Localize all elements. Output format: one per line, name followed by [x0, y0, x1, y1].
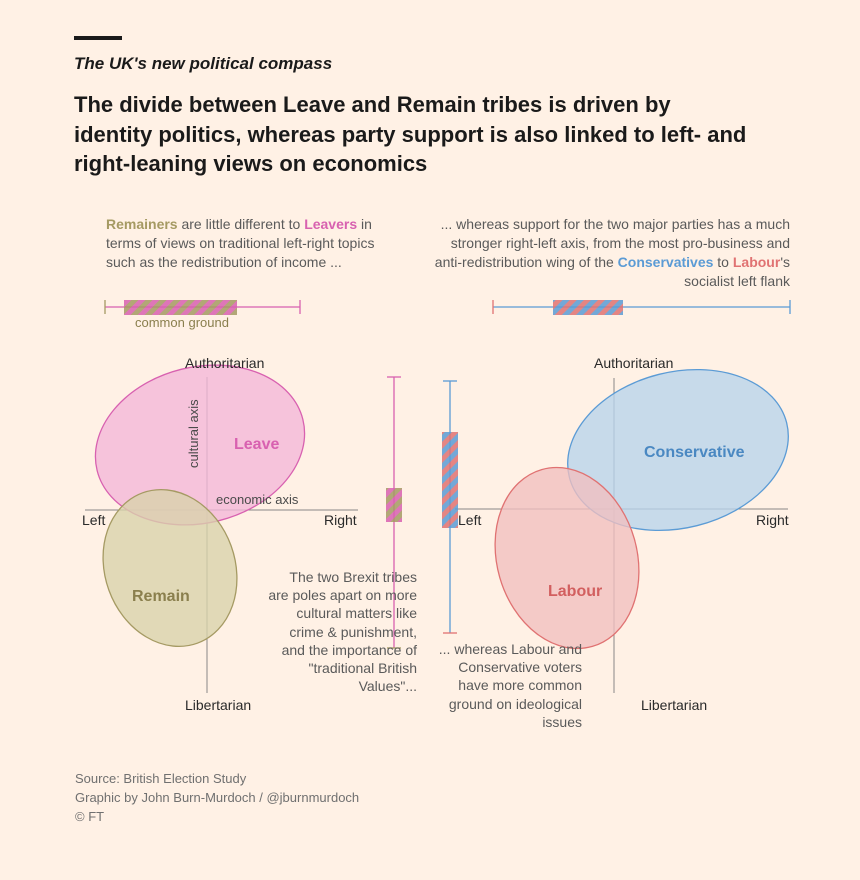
right-v-bracket [442, 381, 458, 633]
right-axis-left: Left [458, 512, 481, 528]
common-ground-label: common ground [135, 315, 229, 330]
remain-label: Remain [132, 588, 190, 606]
cultural-axis-label: cultural axis [186, 399, 201, 468]
conservative-label: Conservative [644, 444, 745, 462]
annotation-right: ... whereas Labour and Conservative vote… [432, 640, 582, 731]
left-axis-bottom: Libertarian [185, 697, 251, 713]
source-line-2: Graphic by John Burn-Murdoch / @jburnmur… [75, 789, 359, 808]
leave-label: Leave [234, 436, 279, 454]
labour-label: Labour [548, 583, 602, 601]
right-h-bracket [493, 300, 790, 315]
economic-axis-label: economic axis [216, 492, 298, 507]
chart-frame: The UK's new political compass The divid… [0, 0, 860, 880]
right-axis-top: Authoritarian [594, 355, 673, 371]
left-axis-right: Right [324, 512, 357, 528]
left-h-bracket [105, 300, 300, 315]
source-line-3: © FT [75, 808, 359, 827]
chart-svg [0, 0, 860, 880]
right-axis-right: Right [756, 512, 789, 528]
source-line-1: Source: British Election Study [75, 770, 359, 789]
annotation-left: The two Brexit tribes are poles apart on… [267, 568, 417, 695]
source-block: Source: British Election Study Graphic b… [75, 770, 359, 827]
right-axis-bottom: Libertarian [641, 697, 707, 713]
left-axis-left: Left [82, 512, 105, 528]
left-axis-top: Authoritarian [185, 355, 264, 371]
